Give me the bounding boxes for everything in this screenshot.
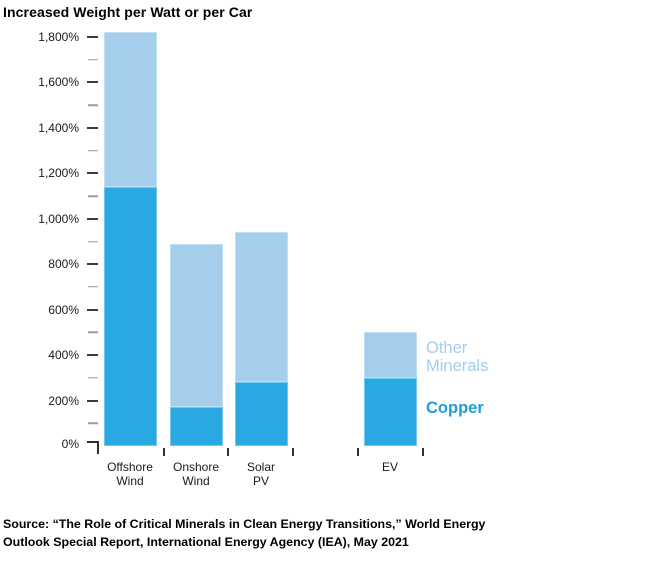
y-axis-tick-label: 1,400% <box>38 120 79 135</box>
x-axis-tick <box>163 448 165 456</box>
y-axis-major-tick <box>87 399 98 402</box>
category-label-ev: EV <box>381 460 399 474</box>
y-axis-major-tick <box>87 126 98 129</box>
category-label-solar-pv: Solar PV <box>246 460 276 488</box>
category-label-onshore-wind: Onshore Wind <box>172 460 220 488</box>
bar-offshore-wind-other-minerals <box>103 32 157 187</box>
y-axis-major-tick <box>87 354 98 357</box>
y-axis-minor-tick <box>88 149 98 152</box>
y-axis-tick-label: 1,800% <box>38 30 79 44</box>
y-axis-minor-tick <box>88 422 98 425</box>
y-axis-minor-tick <box>88 58 98 61</box>
y-axis-minor-tick <box>88 331 98 334</box>
y-axis-minor-tick <box>88 377 98 379</box>
bar-solar-pv-copper <box>234 382 288 446</box>
y-axis-zero-tick <box>87 441 98 443</box>
y-axis-tick-label: 400% <box>48 348 79 363</box>
bar-ev-copper <box>363 377 417 446</box>
y-axis-tick-label: 800% <box>48 257 79 272</box>
y-axis-major-tick <box>87 263 98 266</box>
chart-title: Increased Weight per Watt or per Car <box>3 4 253 20</box>
y-axis-tick-label: 1,200% <box>38 166 79 181</box>
y-axis-tick-label: 1,000% <box>38 211 79 226</box>
y-axis-major-tick <box>87 308 98 311</box>
bar-solar-pv-other-minerals <box>234 232 288 383</box>
y-axis-tick-label: 200% <box>48 393 79 408</box>
bar-onshore-wind-copper <box>169 407 223 446</box>
y-axis-tick-label: 1,600% <box>38 75 79 90</box>
source-citation: Source: “The Role of Critical Minerals i… <box>3 516 485 551</box>
y-axis-tick-label: 0% <box>61 437 79 451</box>
category-label-offshore-wind: Offshore Wind <box>107 460 153 488</box>
legend-label-copper: Copper <box>426 399 484 417</box>
y-axis-minor-tick <box>88 195 98 197</box>
y-axis-zero-tick-corner <box>97 441 99 454</box>
y-axis-major-tick <box>87 36 98 38</box>
y-axis-minor-tick <box>88 240 98 243</box>
y-axis-tick-label: 600% <box>48 302 79 317</box>
y-axis-minor-tick <box>88 104 98 106</box>
y-axis-major-tick <box>87 81 98 84</box>
bar-ev-other-minerals <box>363 332 417 378</box>
source-line-2: Outlook Special Report, International En… <box>3 534 409 549</box>
y-axis-major-tick <box>87 172 98 175</box>
source-line-1: Source: “The Role of Critical Minerals i… <box>3 517 486 531</box>
bar-onshore-wind-other-minerals <box>169 243 223 408</box>
y-axis-major-tick <box>87 217 98 220</box>
x-axis-tick <box>227 448 229 456</box>
y-axis-minor-tick <box>88 286 98 288</box>
x-axis-tick <box>357 448 359 456</box>
x-axis-tick <box>422 448 424 456</box>
legend-label-other-minerals: Other Minerals <box>426 339 489 375</box>
x-axis-tick <box>292 448 294 456</box>
bar-offshore-wind-copper <box>103 186 157 446</box>
